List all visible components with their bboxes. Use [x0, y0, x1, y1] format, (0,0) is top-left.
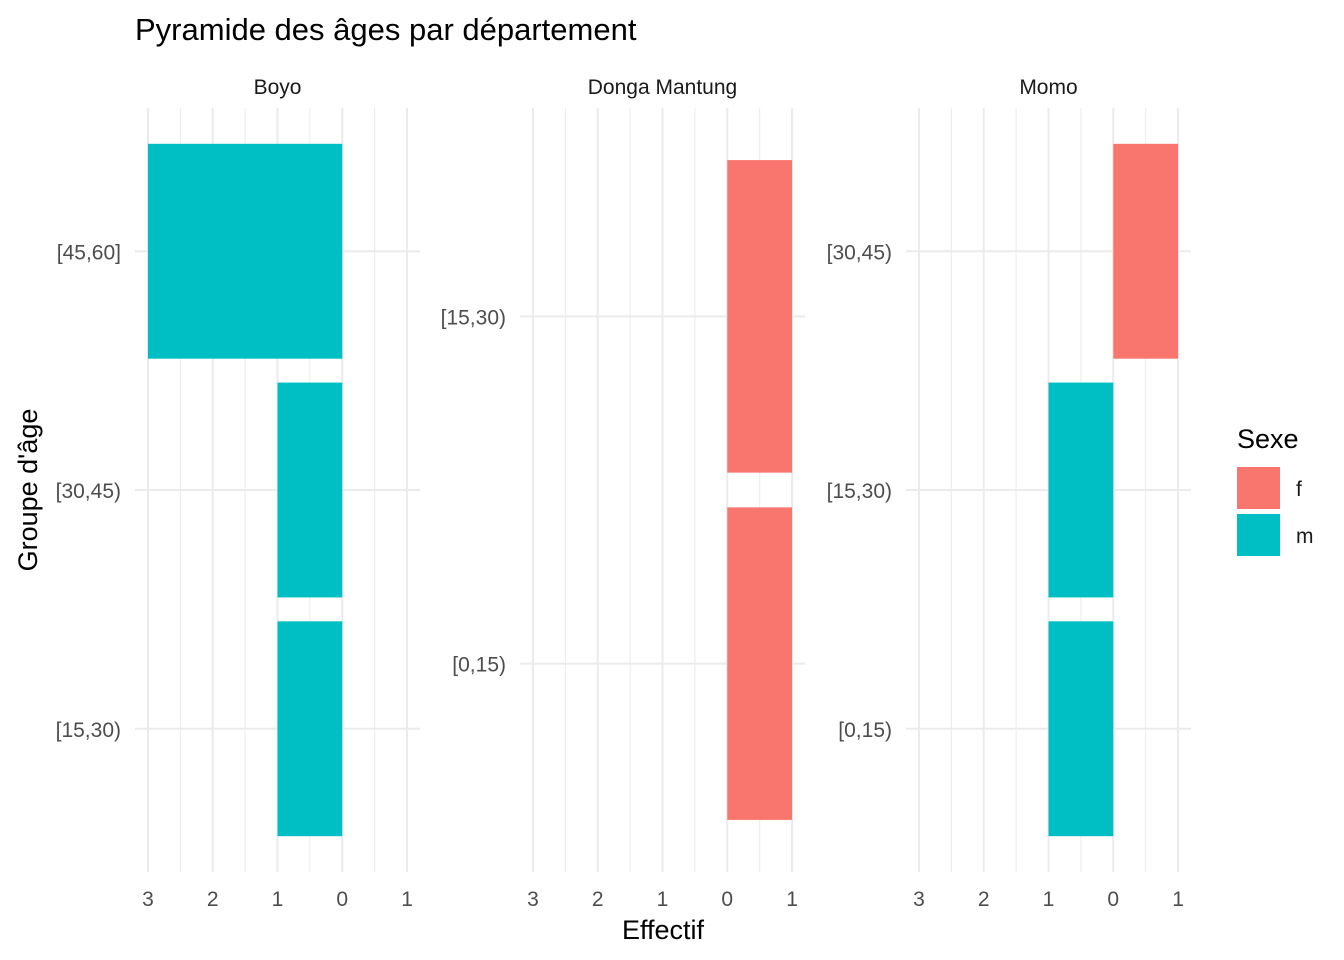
bar-m	[1048, 621, 1114, 837]
legend-key-m	[1237, 514, 1280, 556]
x-tick-label: 1	[1043, 888, 1055, 911]
y-tick-label: [0,15)	[838, 719, 892, 742]
x-tick-label: 2	[207, 888, 219, 911]
x-tick-label: 1	[657, 888, 669, 911]
legend-label: m	[1296, 525, 1314, 548]
facet-panel: [15,30) [30,45) [45,60] 3 2 1 0 1 Boyo	[56, 76, 420, 911]
facet-panel: [0,15) [15,30) [30,45) 3 2 1 0 1 Momo	[827, 76, 1191, 911]
legend-label: f	[1296, 478, 1302, 501]
x-tick-label: 1	[786, 888, 798, 911]
legend-key-f	[1237, 467, 1280, 509]
x-tick-label: 3	[913, 888, 925, 911]
y-tick-label: [15,30)	[56, 719, 121, 742]
bar-f	[727, 507, 793, 820]
bar-m	[1048, 382, 1114, 598]
bar-m	[147, 143, 343, 359]
x-tick-label: 0	[1107, 888, 1119, 911]
x-tick-label: 1	[401, 888, 413, 911]
legend: Sexe f m	[1237, 424, 1314, 556]
y-axis-title: Groupe d'âge	[13, 409, 43, 572]
chart-title: Pyramide des âges par département	[135, 12, 637, 47]
y-tick-label: [15,30)	[441, 306, 506, 329]
x-tick-label: 1	[272, 888, 284, 911]
bar-m	[277, 382, 343, 598]
legend-title: Sexe	[1237, 424, 1299, 454]
x-tick-label: 0	[721, 888, 733, 911]
y-tick-label: [15,30)	[827, 480, 892, 503]
x-tick-label: 2	[592, 888, 604, 911]
y-tick-label: [30,45)	[827, 241, 892, 264]
y-tick-label: [30,45)	[56, 480, 121, 503]
facet-strip-label: Donga Mantung	[588, 76, 737, 99]
bar-f	[727, 160, 793, 473]
x-axis-title: Effectif	[622, 915, 705, 945]
bar-f	[1113, 143, 1179, 359]
x-tick-label: 3	[527, 888, 539, 911]
x-tick-label: 1	[1172, 888, 1184, 911]
bar-m	[277, 621, 343, 837]
x-tick-label: 3	[142, 888, 154, 911]
facet-panels: [15,30) [30,45) [45,60] 3 2 1 0 1 Boyo [0,15) [15,…	[56, 76, 1191, 911]
x-tick-label: 0	[336, 888, 348, 911]
y-tick-label: [45,60]	[57, 241, 121, 264]
facet-strip-label: Momo	[1019, 76, 1077, 99]
facet-panel: [0,15) [15,30) 3 2 1 0 1 Donga Mantung	[441, 76, 805, 911]
facet-strip-label: Boyo	[254, 76, 302, 99]
y-tick-label: [0,15)	[452, 654, 506, 677]
x-tick-label: 2	[978, 888, 990, 911]
